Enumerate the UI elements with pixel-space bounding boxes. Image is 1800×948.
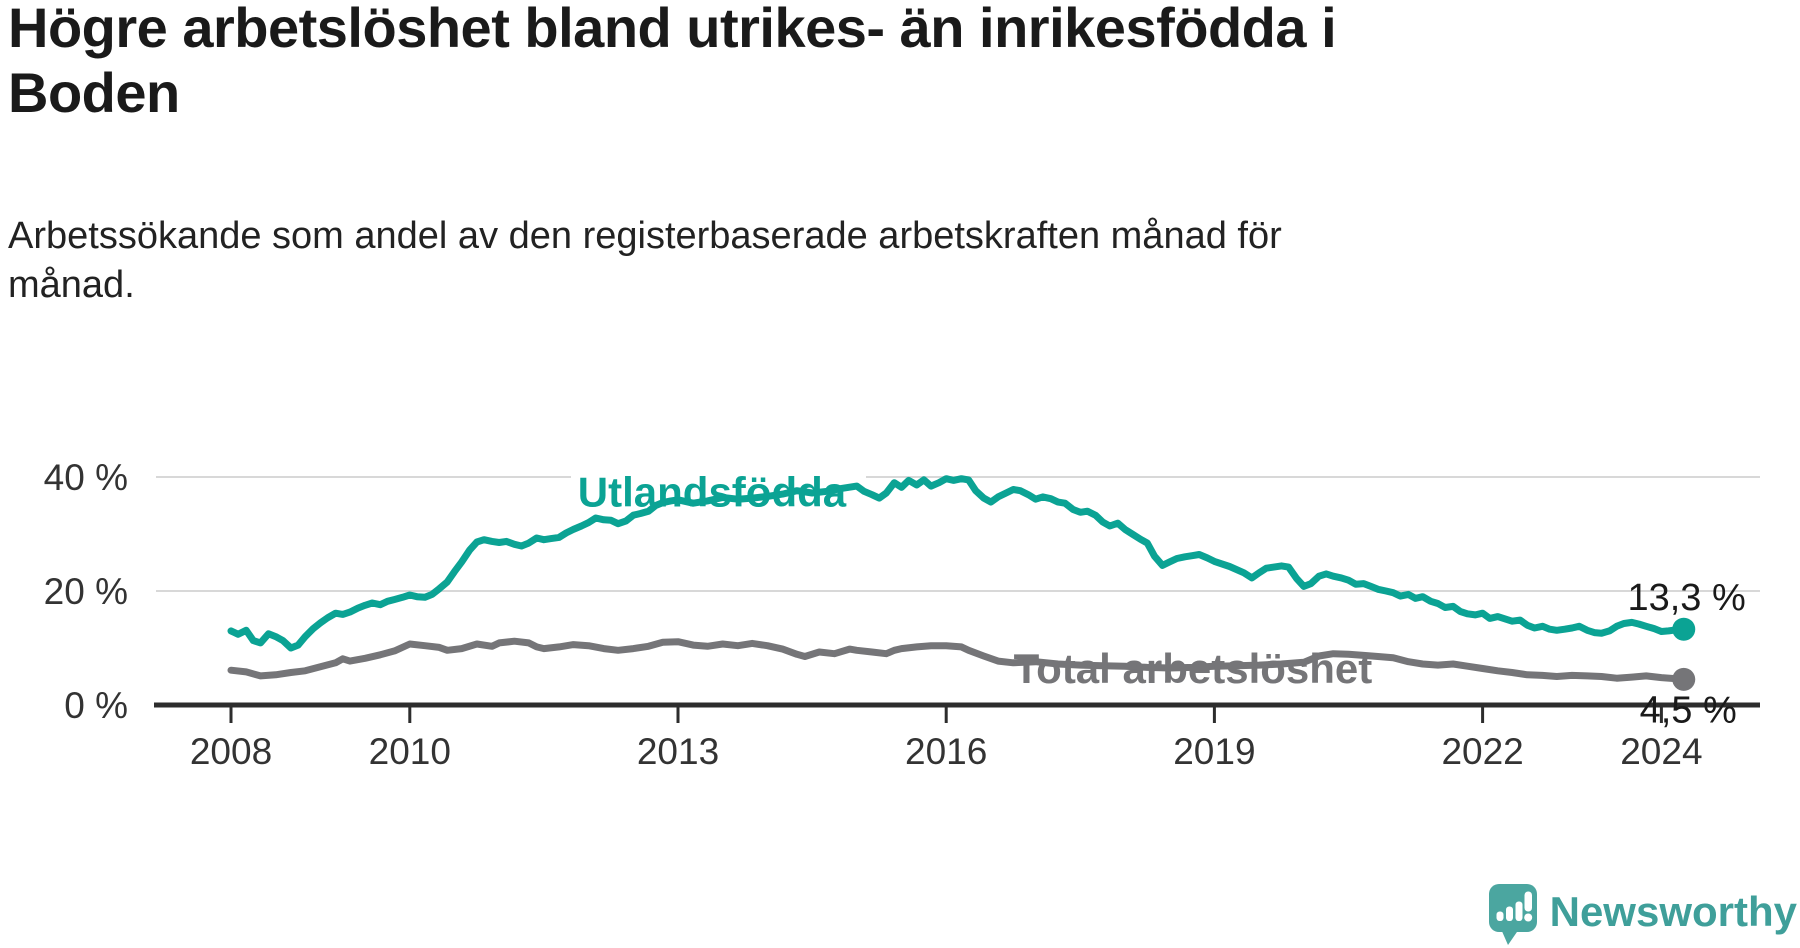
series-end-dot-total-arbetsloshet [1672, 667, 1696, 691]
chart-title-line-2: Boden [8, 60, 180, 124]
series-label-utlandsfodda: Utlandsfödda [578, 469, 847, 516]
series-line-total-arbetsloshet [227, 637, 1688, 683]
chart-subtitle-line-2: månad. [8, 264, 135, 307]
newsworthy-logo: Newsworthy [1488, 884, 1797, 946]
chart-subtitle-line-1: Arbetssökande som andel av den registerb… [8, 215, 1282, 257]
y-tick-label-0: 0 % [64, 685, 128, 726]
gridlines [156, 476, 1760, 592]
series-end-value-label-total-arbetsloshet: 4,5 % [1640, 689, 1737, 731]
barchart-exclamation-glyph [1496, 891, 1532, 922]
series-end-dot-utlandsfodda [1672, 617, 1696, 641]
data-series [227, 475, 1696, 691]
series-label-total-arbetsloshet: Total arbetslöshet [1014, 645, 1373, 692]
x-tick-label-2008: 2008 [190, 731, 272, 772]
chart-subtitle: Arbetssökande som andel av den registerb… [8, 212, 1568, 311]
series-line-utlandsfodda [227, 475, 1688, 652]
x-tick-label-2016: 2016 [905, 731, 987, 772]
y-tick-label-20: 20 % [44, 571, 128, 612]
x-tick-label-2024: 2024 [1620, 731, 1702, 772]
chart-title-line-1: Högre arbetslöshet bland utrikes- än inr… [8, 0, 1337, 59]
newsworthy-logo-text: Newsworthy [1549, 888, 1797, 935]
x-tick-label-2022: 2022 [1441, 731, 1523, 772]
series-end-value-label-utlandsfodda: 13,3 % [1627, 577, 1745, 619]
x-tick-label-2019: 2019 [1173, 731, 1255, 772]
newsworthy-logo-icon [1488, 884, 1537, 945]
chart-title: Högre arbetslöshet bland utrikes- än inr… [8, 0, 1768, 126]
x-tick-label-2013: 2013 [637, 731, 719, 772]
x-axis: 2008 2010 2013 2016 2019 2022 2024 [154, 702, 1760, 772]
y-tick-label-40: 40 % [44, 457, 128, 498]
x-tick-label-2010: 2010 [369, 731, 451, 772]
chart-labels: 0 % 20 % 40 % Utlandsfödda 13,3 % Total arbet… [44, 457, 1746, 731]
